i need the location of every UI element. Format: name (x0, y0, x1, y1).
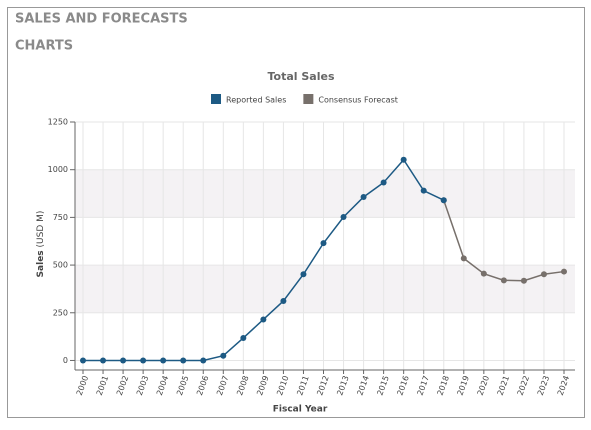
y-tick-label: 250 (53, 308, 68, 317)
data-point (440, 197, 447, 204)
data-point (160, 357, 167, 364)
data-point (220, 352, 227, 359)
data-point (80, 357, 86, 364)
y-axis-label: Sales (USD M) (36, 211, 46, 278)
y-tick-label: 1000 (48, 165, 68, 174)
y-tick-label: 750 (53, 213, 68, 222)
data-point (400, 156, 407, 163)
data-point (520, 277, 527, 284)
legend-swatch (211, 94, 221, 104)
data-point (460, 255, 467, 262)
data-point (260, 316, 267, 323)
data-point (380, 179, 387, 186)
data-point (540, 271, 547, 278)
data-point (240, 334, 247, 341)
data-point (480, 270, 487, 277)
y-tick-label: 500 (53, 261, 68, 270)
data-point (320, 240, 327, 247)
data-point (140, 357, 147, 364)
legend-swatch (303, 94, 314, 104)
data-point (360, 193, 367, 200)
data-point (420, 187, 427, 194)
y-unit: (USD M) (36, 211, 46, 248)
data-point (500, 277, 507, 284)
grid-band (75, 169, 575, 218)
data-point (561, 268, 567, 275)
data-point (340, 214, 347, 221)
grid-band (75, 265, 575, 313)
data-point (200, 357, 207, 364)
header-title: SALES AND FORECASTS (15, 12, 188, 27)
x-axis-label: Fiscal Year (273, 405, 328, 415)
data-point (300, 271, 307, 278)
data-point (280, 297, 287, 304)
data-point (100, 357, 107, 364)
data-point (180, 357, 187, 364)
legend-label: Consensus Forecast (318, 96, 398, 105)
section-title: CHARTS (15, 39, 73, 54)
data-point (120, 357, 127, 364)
y-label: Sales (36, 250, 46, 277)
y-tick-label: 0 (63, 356, 68, 365)
chart-title: Total Sales (267, 70, 334, 83)
legend-label: Reported Sales (226, 96, 286, 105)
y-tick-label: 1250 (48, 118, 68, 127)
